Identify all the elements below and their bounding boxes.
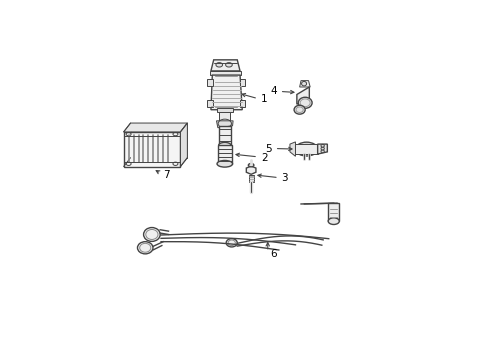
Ellipse shape <box>328 218 339 225</box>
Text: 1: 1 <box>261 94 268 104</box>
Ellipse shape <box>295 142 318 156</box>
Ellipse shape <box>226 239 237 247</box>
Ellipse shape <box>216 63 222 67</box>
Polygon shape <box>211 60 240 71</box>
Ellipse shape <box>298 97 312 108</box>
Ellipse shape <box>219 143 231 148</box>
Text: 6: 6 <box>270 249 276 259</box>
Polygon shape <box>318 144 327 154</box>
Ellipse shape <box>144 228 160 242</box>
Polygon shape <box>246 166 256 174</box>
Ellipse shape <box>248 163 254 167</box>
Bar <box>240 100 245 107</box>
Bar <box>295 144 318 154</box>
Polygon shape <box>217 121 233 128</box>
Bar <box>240 79 245 86</box>
Bar <box>217 108 233 112</box>
Polygon shape <box>297 87 309 104</box>
Text: 5: 5 <box>265 144 272 153</box>
Polygon shape <box>300 81 310 87</box>
Bar <box>219 112 230 121</box>
Text: 7: 7 <box>163 170 170 180</box>
Polygon shape <box>210 71 242 75</box>
Polygon shape <box>180 123 187 167</box>
Polygon shape <box>123 123 187 132</box>
Ellipse shape <box>321 150 324 153</box>
Ellipse shape <box>321 144 324 147</box>
Ellipse shape <box>138 242 153 254</box>
Text: 4: 4 <box>270 86 277 96</box>
Bar <box>218 145 232 164</box>
Ellipse shape <box>294 105 305 114</box>
Polygon shape <box>290 142 295 156</box>
Text: 3: 3 <box>282 174 288 184</box>
Ellipse shape <box>225 63 232 67</box>
Bar <box>207 100 213 107</box>
Bar <box>219 126 231 146</box>
Ellipse shape <box>217 161 233 167</box>
Bar <box>207 79 213 86</box>
Polygon shape <box>130 123 187 158</box>
Bar <box>249 175 254 182</box>
Text: 2: 2 <box>261 153 268 163</box>
Polygon shape <box>211 75 242 110</box>
Polygon shape <box>123 132 180 167</box>
Ellipse shape <box>301 81 307 86</box>
Polygon shape <box>328 203 339 221</box>
Ellipse shape <box>321 147 324 150</box>
